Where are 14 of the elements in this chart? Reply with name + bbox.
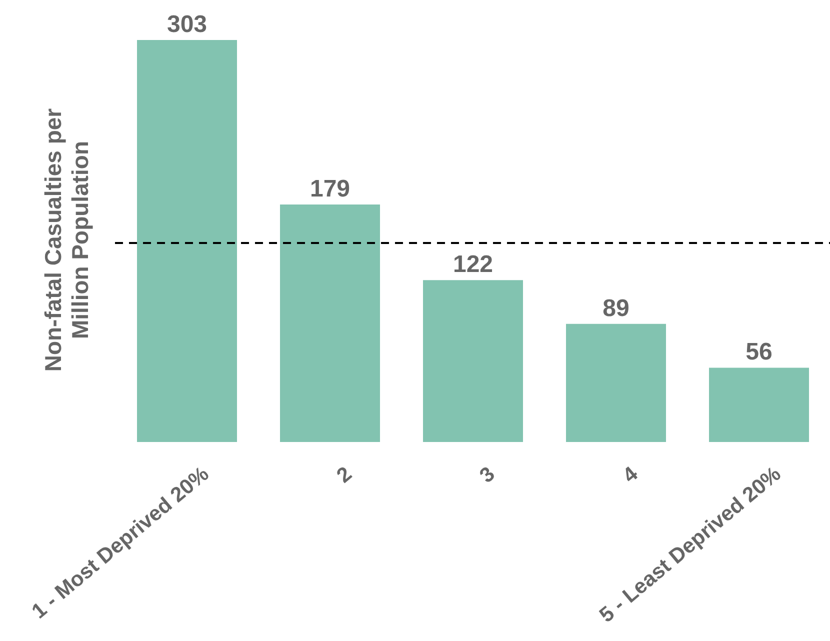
- bar: [423, 280, 523, 442]
- x-tick-label: 2: [332, 462, 356, 488]
- data-label: 179: [310, 176, 350, 203]
- data-label: 122: [452, 251, 494, 278]
- x-tick-label: 3: [476, 462, 500, 488]
- data-label: 56: [746, 338, 772, 366]
- data-label: 303: [166, 11, 208, 38]
- bar: [566, 324, 666, 442]
- bar: [137, 40, 237, 442]
- data-label: 89: [602, 294, 630, 322]
- bar: [280, 204, 380, 442]
- y-axis-title: Non-fatal Casualties per Million Population: [40, 107, 94, 374]
- x-tick-label: 4: [618, 462, 643, 488]
- bar: [709, 368, 809, 442]
